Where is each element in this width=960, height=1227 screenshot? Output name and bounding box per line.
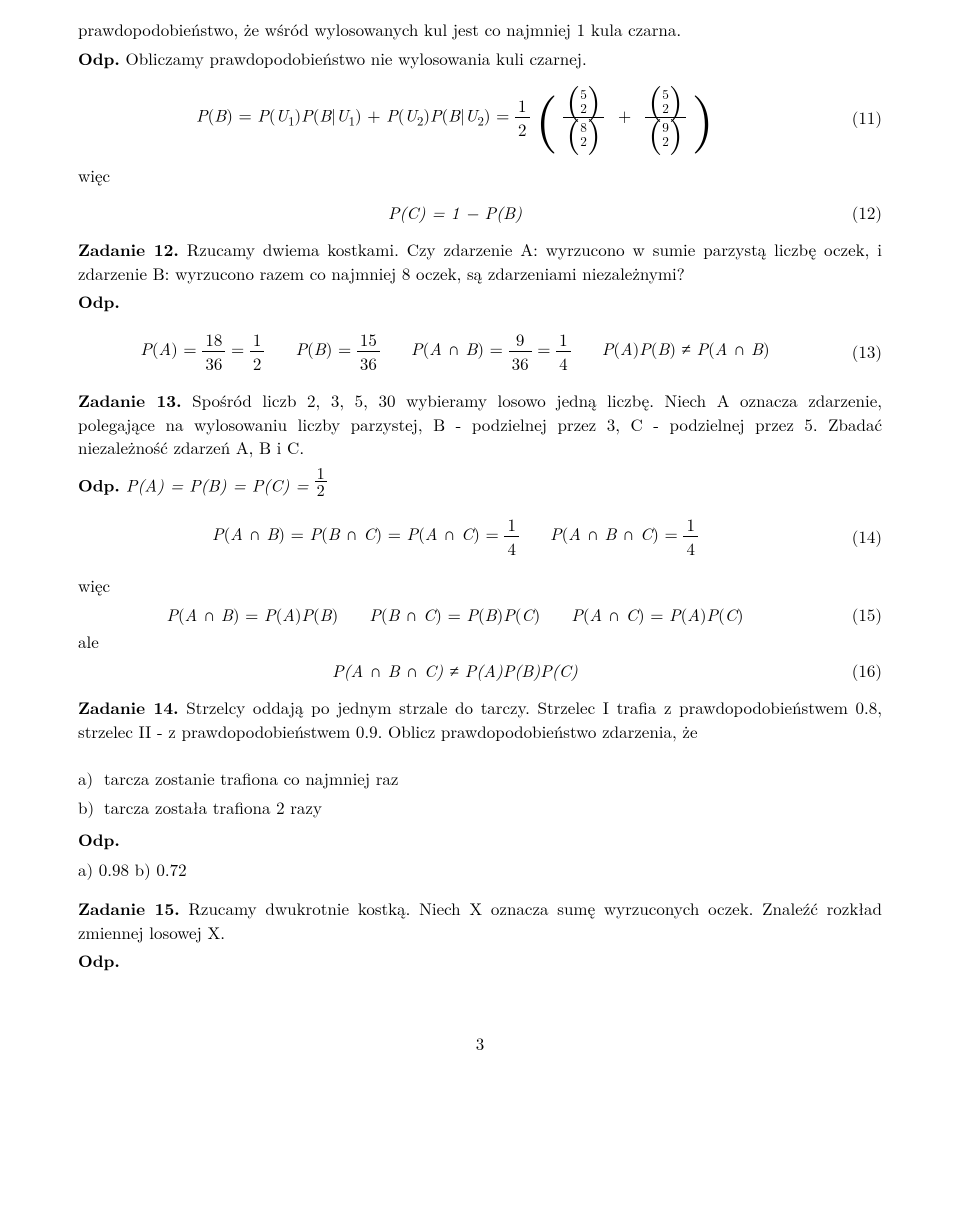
document-page: prawdopodobieństwo, że wśród wylosowanyc… — [0, 0, 960, 1227]
equation-16-number: (16) — [832, 659, 882, 682]
equation-12: P(C) = 1 − P(B) (12) — [78, 201, 882, 224]
equation-11-body: P(B) = P(U1)P(B|U1) + P(U2)P(B|U2) = 12 … — [78, 85, 832, 150]
equation-13: P(A) = 1836 = 12 P(B) = 1536 P(A ∩ B) = … — [78, 328, 882, 375]
zadanie-15-body: Rzucamy dwukrotnie kostką. Niech X oznac… — [78, 896, 882, 944]
equation-16: P(A ∩ B ∩ C) ≠ P(A)P(B)P(C) (16) — [78, 659, 882, 682]
intro-line-2: Odp. Obliczamy prawdopodobieństwo nie wy… — [78, 47, 882, 71]
odp-label-14: Odp. — [78, 829, 882, 852]
zadanie-13-head: Zadanie 13. — [78, 389, 182, 413]
zadanie-13-body: Spośród liczb 2, 3, 5, 30 wybieramy loso… — [78, 388, 882, 459]
list-z14: a) tarcza zostanie trafiona co najmniej … — [78, 767, 882, 819]
equation-11-number: (11) — [832, 106, 882, 129]
list-item-b-text: tarcza została trafiona 2 razy — [104, 796, 322, 819]
equation-14-body: P(A ∩ B) = P(B ∩ C) = P(A ∩ C) = 14 P(A … — [78, 513, 832, 560]
odp-label-12: Odp. — [78, 291, 882, 314]
list-marker-b: b) — [78, 796, 104, 819]
zadanie-14-answer: a) 0.98 b) 0.72 — [78, 858, 882, 881]
equation-11: P(B) = P(U1)P(B|U1) + P(U2)P(B|U2) = 12 … — [78, 85, 882, 150]
zadanie-15-head: Zadanie 15. — [78, 897, 180, 921]
zadanie-12-body: Rzucamy dwiema kostkami. Czy zdarzenie A… — [78, 237, 882, 285]
intro-line-1: prawdopodobieństwo, że wśród wylosowanyc… — [78, 18, 882, 41]
equation-14-number: (14) — [832, 525, 882, 548]
equation-12-body: P(C) = 1 − P(B) — [78, 201, 832, 224]
odp-label: Odp. — [78, 47, 120, 71]
zadanie-15: Zadanie 15. Rzucamy dwukrotnie kostką. N… — [78, 897, 882, 944]
list-marker-a: a) — [78, 767, 104, 790]
zadanie-12-head: Zadanie 12. — [78, 238, 179, 262]
equation-16-body: P(A ∩ B ∩ C) ≠ P(A)P(B)P(C) — [78, 659, 832, 682]
equation-13-body: P(A) = 1836 = 12 P(B) = 1536 P(A ∩ B) = … — [78, 328, 832, 375]
zadanie-14: Zadanie 14. Strzelcy oddają po jednym st… — [78, 696, 882, 743]
zadanie-13-odp: Odp. P(A) = P(B) = P(C) = 12 — [78, 465, 882, 500]
list-item-b: b) tarcza została trafiona 2 razy — [78, 796, 882, 819]
wiec-label-1: więc — [78, 164, 882, 187]
page-number: 3 — [78, 1032, 882, 1055]
equation-14: P(A ∩ B) = P(B ∩ C) = P(A ∩ C) = 14 P(A … — [78, 513, 882, 560]
zadanie-13-odp-eq: P(A) = P(B) = P(C) = — [120, 472, 315, 496]
odp-label-15: Odp. — [78, 950, 882, 973]
ale-label: ale — [78, 630, 882, 653]
equation-15-number: (15) — [832, 603, 882, 626]
wiec-label-2: więc — [78, 574, 882, 597]
equation-12-number: (12) — [832, 201, 882, 224]
intro-line-2-text: Obliczamy prawdopodobieństwo nie wylosow… — [120, 46, 587, 70]
zadanie-14-head: Zadanie 14. — [78, 696, 179, 720]
list-item-a: a) tarcza zostanie trafiona co najmniej … — [78, 767, 882, 790]
zadanie-12: Zadanie 12. Rzucamy dwiema kostkami. Czy… — [78, 238, 882, 285]
zadanie-13: Zadanie 13. Spośród liczb 2, 3, 5, 30 wy… — [78, 389, 882, 459]
equation-15-body: P(A ∩ B) = P(A)P(B) P(B ∩ C) = P(B)P(C) … — [78, 603, 832, 626]
list-item-a-text: tarcza zostanie trafiona co najmniej raz — [104, 767, 398, 790]
zadanie-14-body: Strzelcy oddają po jednym strzale do tar… — [78, 695, 882, 743]
equation-13-number: (13) — [832, 340, 882, 363]
odp-label-13: Odp. — [78, 473, 120, 497]
equation-15: P(A ∩ B) = P(A)P(B) P(B ∩ C) = P(B)P(C) … — [78, 603, 882, 626]
